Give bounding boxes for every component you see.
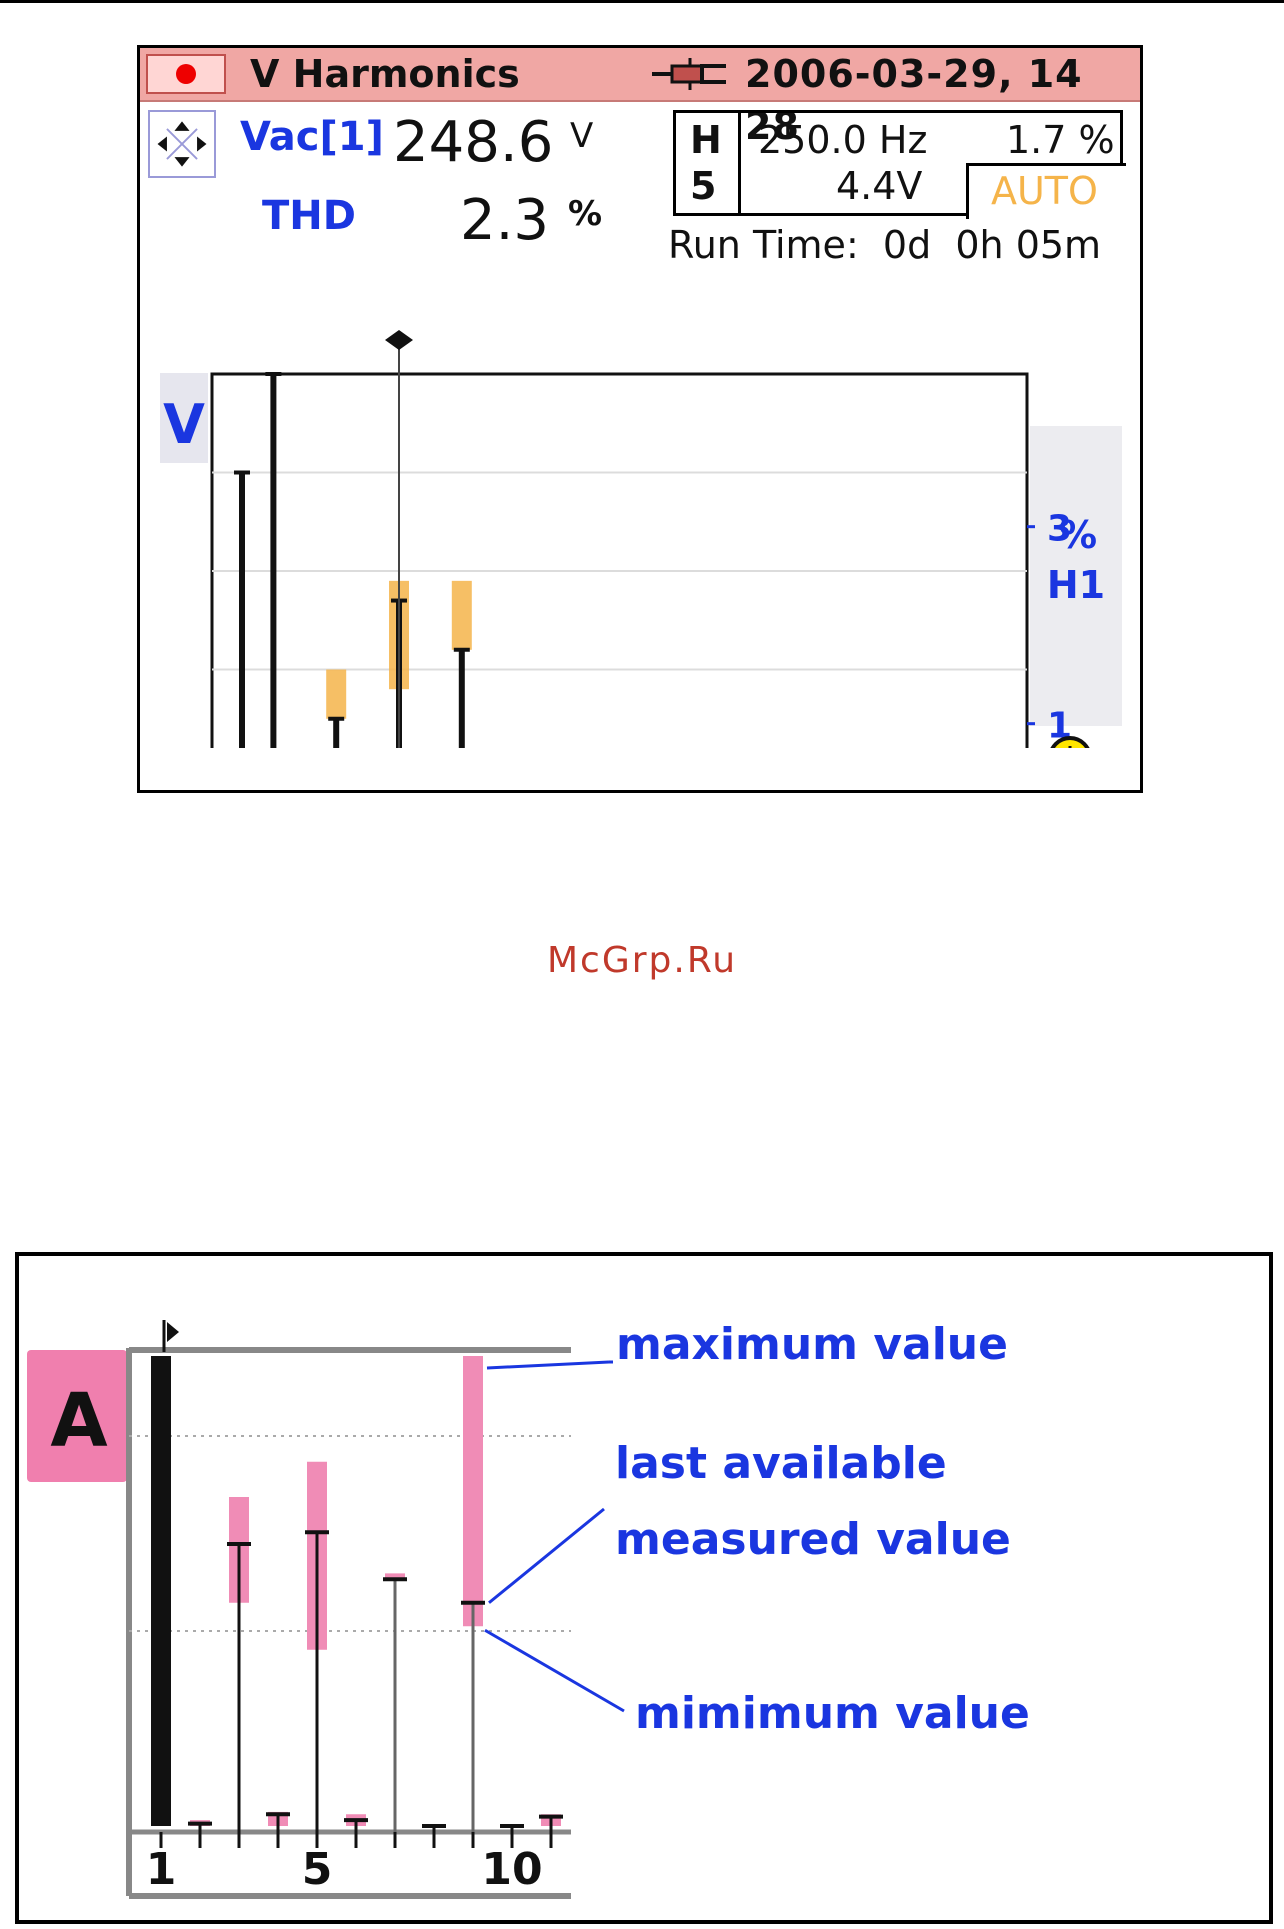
x-tick-label: 5 [302, 1844, 333, 1895]
y-unit-label: V [163, 393, 205, 456]
cursor-marker-icon [167, 1322, 179, 1342]
x-tick-label: 10 [481, 1844, 542, 1895]
record-dot-icon [176, 64, 196, 84]
harmonic-range-bar [463, 1356, 483, 1627]
thd-label: THD [262, 193, 356, 239]
vac-unit: V [570, 116, 594, 156]
harmonic-readout-box: H 5 250.0 Hz 1.7 % 4.4V AUTO [673, 110, 1126, 219]
harmonic-range-bar [326, 669, 347, 719]
thd-unit: % [568, 194, 603, 234]
auto-mode-label: AUTO [991, 169, 1098, 213]
harmonic-range-bar [451, 580, 472, 650]
auto-mode-tab[interactable]: AUTO [966, 163, 1126, 219]
unit-badge [27, 1350, 127, 1482]
last-pointer-line [488, 1507, 605, 1604]
min-pointer-line [484, 1628, 625, 1713]
thd-value: 2.3 [460, 188, 550, 253]
screen-title: V Harmonics [250, 52, 520, 96]
harmonic-label: H [690, 118, 722, 162]
y-unit-label: A [50, 1378, 107, 1464]
annotation-maximum: maximum value [616, 1319, 1008, 1370]
fundamental-bar [151, 1356, 171, 1826]
x-tick-label: 1 [146, 1844, 177, 1895]
harmonics-bar-chart: V31%H1049141924 [160, 330, 1122, 748]
run-time-display: Run Time: 0d 0h 05m [668, 223, 1102, 267]
readout-divider [738, 113, 741, 213]
vac-value: 248.6 [393, 110, 554, 175]
annotation-measured-value: measured value [615, 1514, 1011, 1565]
right-axis-ref: H1 [1047, 563, 1105, 607]
zoom-icon [1050, 736, 1090, 748]
right-axis-bg [1030, 426, 1122, 726]
max-pointer-line [486, 1360, 610, 1370]
annotated-bar-chart: A 1 5 10 maximum value last available measured… [27, 1319, 1030, 1899]
annotation-last-available: last available [615, 1438, 947, 1489]
harmonic-percent: 1.7 % [1006, 118, 1115, 162]
plot-frame [210, 372, 1029, 748]
cursor-marker-icon [385, 330, 413, 350]
annotated-harmonics-panel: A 1 5 10 maximum value last available measured… [15, 1252, 1273, 1924]
harmonic-frequency: 250.0 Hz [758, 118, 928, 162]
v-harmonics-screen: V Harmonics 2006-03-29, 14 28 Vac[1] 248… [137, 45, 1143, 793]
title-bar: V Harmonics 2006-03-29, 14 28 [140, 48, 1140, 148]
top-rule [0, 0, 1284, 3]
harmonic-voltage: 4.4V [836, 164, 923, 208]
vac-label: Vac[1] [240, 114, 384, 160]
right-axis-tick-label: 3 [1047, 509, 1072, 550]
record-button[interactable] [146, 54, 226, 94]
right-axis-unit: % [1059, 513, 1097, 557]
harmonic-range-bar [385, 1573, 405, 1580]
cursor-arrows-icon[interactable] [148, 110, 216, 178]
harmonic-number: 5 [690, 164, 717, 208]
unit-badge-bg [160, 373, 208, 463]
annotation-minimum: mimimum value [635, 1688, 1030, 1739]
watermark-text: McGrp.Ru [546, 940, 738, 981]
plug-icon [652, 58, 726, 90]
